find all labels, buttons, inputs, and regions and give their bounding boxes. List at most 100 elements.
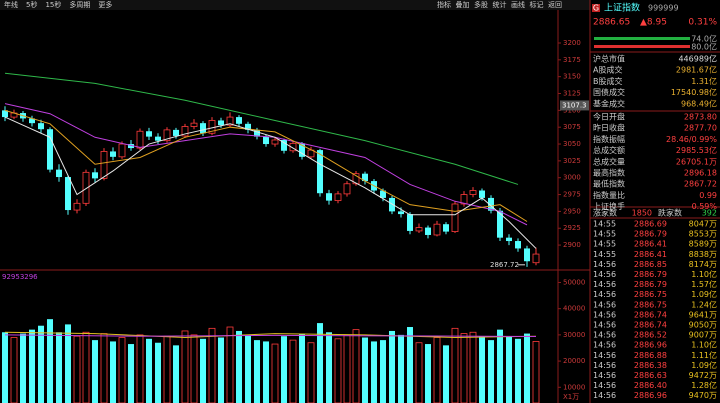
candle-body bbox=[128, 144, 134, 149]
stat-label: 昨日收盘 bbox=[593, 123, 625, 133]
toolbar-item[interactable]: 多周期 bbox=[69, 0, 90, 9]
toolbar-item[interactable]: 画线 bbox=[511, 0, 525, 9]
stat-value: 0.99 bbox=[699, 191, 717, 200]
toolbar-item[interactable]: 返回 bbox=[548, 1, 562, 9]
trade-volume: 8174万 bbox=[689, 260, 717, 269]
candle-body bbox=[254, 129, 260, 137]
trade-time: 14:55 bbox=[593, 220, 616, 229]
toolbar-item[interactable]: 15秒 bbox=[45, 0, 61, 9]
candle-body bbox=[118, 143, 126, 158]
down-count: 392 bbox=[702, 209, 717, 218]
candle-body bbox=[326, 193, 332, 201]
trade-price: 2886.79 bbox=[634, 280, 667, 289]
toolbar-item[interactable]: 多股 bbox=[474, 0, 488, 9]
stat-value: 2877.70 bbox=[684, 124, 717, 133]
ma-line bbox=[4, 334, 537, 337]
stat-value: 1.31亿 bbox=[691, 76, 717, 86]
trade-volume: 1.11亿 bbox=[691, 350, 717, 360]
volume-bar bbox=[118, 337, 126, 403]
toolbar-item[interactable]: 5秒 bbox=[26, 0, 37, 9]
quote-change: ▲8.95 bbox=[640, 18, 667, 28]
candle-body bbox=[289, 142, 297, 152]
trade-volume: 9641万 bbox=[689, 310, 717, 319]
trade-price: 2886.88 bbox=[634, 351, 667, 360]
candle-body bbox=[200, 123, 206, 134]
volume-bar bbox=[352, 329, 360, 403]
trade-volume: 1.10亿 bbox=[691, 269, 717, 279]
y-tick-label: 3075 bbox=[563, 123, 581, 131]
volume-bar bbox=[326, 332, 332, 403]
stat-value: 0.59% bbox=[692, 202, 718, 211]
trade-volume: 9470万 bbox=[689, 391, 717, 400]
stat-value: 968.49亿 bbox=[681, 98, 717, 108]
trade-price: 2886.85 bbox=[634, 260, 667, 269]
trade-time: 14:56 bbox=[593, 260, 616, 269]
trade-volume: 9007万 bbox=[689, 331, 717, 340]
trade-volume: 8838万 bbox=[689, 250, 717, 259]
volume-bar bbox=[10, 337, 18, 403]
trade-volume: 9472万 bbox=[689, 371, 717, 380]
quote-name[interactable]: 上证指数 bbox=[604, 2, 640, 14]
candle-body bbox=[497, 210, 503, 238]
volume-bar bbox=[181, 330, 189, 403]
candle-body bbox=[155, 136, 161, 141]
candle-body bbox=[38, 123, 44, 130]
candle-body bbox=[515, 241, 521, 249]
trade-price: 2886.75 bbox=[634, 300, 667, 309]
toolbar-item[interactable]: 叠加 bbox=[456, 0, 470, 9]
volume-bar bbox=[506, 336, 512, 403]
volume-bar bbox=[136, 334, 144, 403]
volume-bar bbox=[307, 342, 315, 403]
sell-bar bbox=[594, 45, 690, 48]
volume-bar bbox=[190, 334, 198, 403]
trade-time: 14:56 bbox=[593, 290, 616, 299]
y-tick-label: 3175 bbox=[563, 56, 581, 64]
volume-bar bbox=[200, 338, 206, 403]
candle-body bbox=[136, 130, 144, 149]
candle-body bbox=[415, 227, 423, 232]
toolbar-item[interactable]: 年线 bbox=[4, 0, 18, 9]
volume-bar bbox=[254, 340, 260, 403]
stat-label: 基金成交 bbox=[593, 98, 625, 108]
up-count: 1850 bbox=[632, 209, 652, 218]
candle-body bbox=[263, 136, 269, 145]
volume-bar bbox=[208, 327, 216, 403]
volume-bar bbox=[47, 319, 53, 403]
candle-body bbox=[389, 197, 395, 212]
trade-price: 2886.40 bbox=[634, 381, 667, 390]
toolbar bbox=[0, 0, 590, 10]
quote-code: 999999 bbox=[648, 4, 679, 13]
trade-volume: 8589万 bbox=[689, 240, 717, 249]
volume-bar bbox=[380, 340, 386, 403]
y-tick-label: 50000 bbox=[563, 278, 585, 286]
toolbar-item[interactable]: 更多 bbox=[98, 0, 112, 9]
candle-body bbox=[469, 190, 477, 195]
trade-price: 2886.79 bbox=[634, 270, 667, 279]
volume-bar bbox=[460, 333, 468, 403]
trade-volume: 9050万 bbox=[689, 321, 717, 330]
stat-label: A股成交 bbox=[593, 65, 622, 75]
toolbar-item[interactable]: 指标 bbox=[437, 0, 451, 9]
toolbar-item[interactable]: 标记 bbox=[530, 0, 544, 9]
trade-time: 14:56 bbox=[593, 361, 616, 370]
candle-body bbox=[506, 237, 512, 242]
trade-volume: 1.10亿 bbox=[691, 340, 717, 350]
trade-time: 14:56 bbox=[593, 270, 616, 279]
volume-bar bbox=[497, 329, 503, 403]
volume-bar bbox=[226, 326, 234, 403]
candle-body bbox=[451, 203, 459, 233]
trade-volume: 1.28亿 bbox=[691, 380, 717, 390]
toolbar-item[interactable]: 统计 bbox=[493, 0, 507, 9]
trade-time: 14:56 bbox=[593, 310, 616, 319]
trade-time: 14:56 bbox=[593, 351, 616, 360]
stat-label: 国债成交 bbox=[593, 87, 625, 97]
trade-price: 2886.38 bbox=[634, 361, 667, 370]
trade-price: 2886.79 bbox=[634, 230, 667, 239]
candle-body bbox=[29, 118, 35, 124]
candle-body bbox=[352, 173, 360, 185]
ma-line bbox=[4, 109, 528, 222]
volume-bar bbox=[173, 345, 179, 403]
trade-time: 14:56 bbox=[593, 381, 616, 390]
candle-body bbox=[281, 139, 287, 151]
candle-body bbox=[343, 183, 351, 195]
